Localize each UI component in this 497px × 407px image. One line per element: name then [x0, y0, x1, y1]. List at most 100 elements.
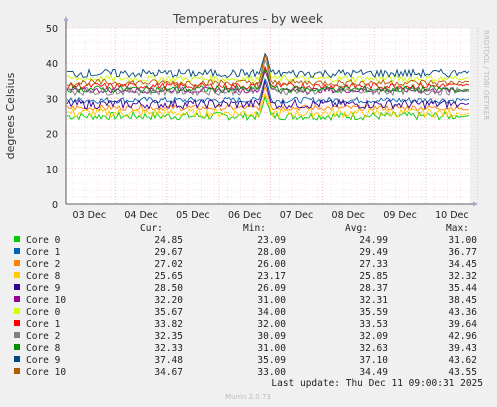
legend-value-min: 32.00 — [257, 319, 286, 330]
legend-series-name: Core 8 — [26, 343, 61, 354]
legend-value-avg: 25.85 — [359, 271, 388, 282]
y-tick-label: 30 — [46, 94, 58, 105]
plot-area — [66, 28, 470, 204]
legend-swatch — [14, 368, 20, 374]
legend-value-max: 43.62 — [448, 355, 477, 366]
legend-value-min: 33.00 — [257, 367, 286, 378]
legend-value-min: 26.09 — [257, 283, 286, 294]
y-tick-label: 20 — [46, 130, 58, 141]
y-axis-arrow — [63, 16, 69, 21]
legend-series-name: Core 0 — [26, 235, 61, 246]
legend-value-cur: 34.67 — [154, 367, 183, 378]
legend-value-min: 35.09 — [257, 355, 286, 366]
legend-series-name: Core 10 — [26, 367, 66, 378]
legend-series-name: Core 0 — [26, 307, 61, 318]
legend-value-cur: 25.65 — [154, 271, 183, 282]
munin-version: Munin 2.0.73 — [225, 393, 271, 401]
y-tick-label: 40 — [46, 59, 58, 70]
legend-header-max: Max: — [446, 223, 469, 234]
legend-series-name: Core 1 — [26, 247, 61, 258]
x-tick-label: 09 Dec — [383, 210, 417, 221]
x-axis-arrow — [473, 201, 478, 207]
legend-value-min: 34.00 — [257, 307, 286, 318]
legend-value-max: 42.96 — [448, 331, 477, 342]
legend-swatch — [14, 344, 20, 350]
last-update: Last update: Thu Dec 11 09:00:31 2025 — [271, 378, 483, 389]
legend-value-min: 23.17 — [257, 271, 286, 282]
legend-header-min: Min: — [243, 223, 266, 234]
legend-value-min: 23.09 — [257, 235, 286, 246]
legend-value-max: 43.36 — [448, 307, 477, 318]
series-line — [66, 54, 470, 87]
legend-table: Cur: Min: Avg: Max: Core 0 24.85 23.09 24.9… — [14, 223, 477, 378]
series-line — [66, 94, 470, 122]
legend-value-avg: 33.53 — [359, 319, 388, 330]
legend-value-cur: 32.20 — [154, 295, 183, 306]
legend-swatch — [14, 236, 20, 242]
legend-value-avg: 35.59 — [359, 307, 388, 318]
legend-value-min: 31.00 — [257, 343, 286, 354]
legend-value-max: 36.77 — [448, 247, 477, 258]
series-line — [67, 52, 470, 79]
legend-series-name: Core 2 — [26, 259, 60, 270]
series-lines — [66, 52, 470, 122]
legend-value-cur: 35.67 — [154, 307, 183, 318]
legend-value-avg: 32.31 — [359, 295, 388, 306]
legend-value-cur: 33.82 — [154, 319, 183, 330]
legend-value-max: 43.55 — [448, 367, 477, 378]
x-tick-label: 05 Dec — [176, 210, 210, 221]
x-tick-label: 03 Dec — [73, 210, 107, 221]
legend-value-max: 38.45 — [448, 295, 477, 306]
legend-value-avg: 32.09 — [359, 331, 388, 342]
legend-series-name: Core 9 — [26, 283, 61, 294]
legend-value-avg: 24.99 — [359, 235, 388, 246]
legend-value-avg: 27.33 — [359, 259, 388, 270]
legend-value-min: 26.00 — [257, 259, 286, 270]
legend-swatch — [14, 356, 20, 362]
legend-swatch — [14, 284, 20, 290]
legend-value-max: 32.32 — [448, 271, 477, 282]
legend-value-cur: 37.48 — [154, 355, 183, 366]
x-tick-label: 08 Dec — [332, 210, 366, 221]
series-line — [66, 79, 470, 111]
y-axis-label: degrees Celsius — [4, 72, 17, 159]
x-tick-label: 04 Dec — [124, 210, 158, 221]
legend-value-max: 31.00 — [448, 235, 477, 246]
axes — [63, 16, 478, 207]
legend-value-min: 28.00 — [257, 247, 286, 258]
x-tick-labels: 03 Dec 04 Dec 05 Dec 06 Dec 07 Dec 08 Dec 09 D… — [73, 210, 469, 221]
legend-value-cur: 32.35 — [154, 331, 183, 342]
x-tick-label: 07 Dec — [280, 210, 314, 221]
y-tick-label: 10 — [46, 165, 58, 176]
legend-value-avg: 28.37 — [359, 283, 388, 294]
legend-value-min: 30.09 — [257, 331, 286, 342]
legend-value-cur: 24.85 — [154, 235, 183, 246]
series-line — [66, 92, 470, 119]
legend-series-name: Core 2 — [26, 331, 60, 342]
legend-value-min: 31.00 — [257, 295, 286, 306]
legend-swatch — [14, 260, 20, 266]
legend-swatch — [14, 332, 20, 338]
y-tick-label: 50 — [46, 24, 58, 35]
legend-value-avg: 32.63 — [359, 343, 388, 354]
series-line — [66, 68, 470, 94]
legend-series-name: Core 9 — [26, 355, 61, 366]
legend-value-avg: 29.49 — [359, 247, 388, 258]
series-line — [66, 77, 470, 105]
legend-header-avg: Avg: — [345, 223, 368, 234]
y-tick-label: 0 — [52, 200, 58, 211]
legend-value-cur: 27.02 — [154, 259, 183, 270]
legend-value-max: 39.43 — [448, 343, 477, 354]
legend-value-cur: 29.67 — [154, 247, 183, 258]
legend-value-max: 39.64 — [448, 319, 477, 330]
legend-swatch — [14, 308, 20, 314]
legend-value-avg: 37.10 — [359, 355, 388, 366]
legend-value-max: 34.45 — [448, 259, 477, 270]
legend-swatch — [14, 248, 20, 254]
y-tick-labels: 0 10 20 30 40 50 — [46, 24, 58, 211]
chart-title: Temperatures - by week — [172, 11, 324, 26]
legend-series-name: Core 8 — [26, 271, 61, 282]
legend-series-name: Core 1 — [26, 319, 61, 330]
legend-series-name: Core 10 — [26, 295, 66, 306]
